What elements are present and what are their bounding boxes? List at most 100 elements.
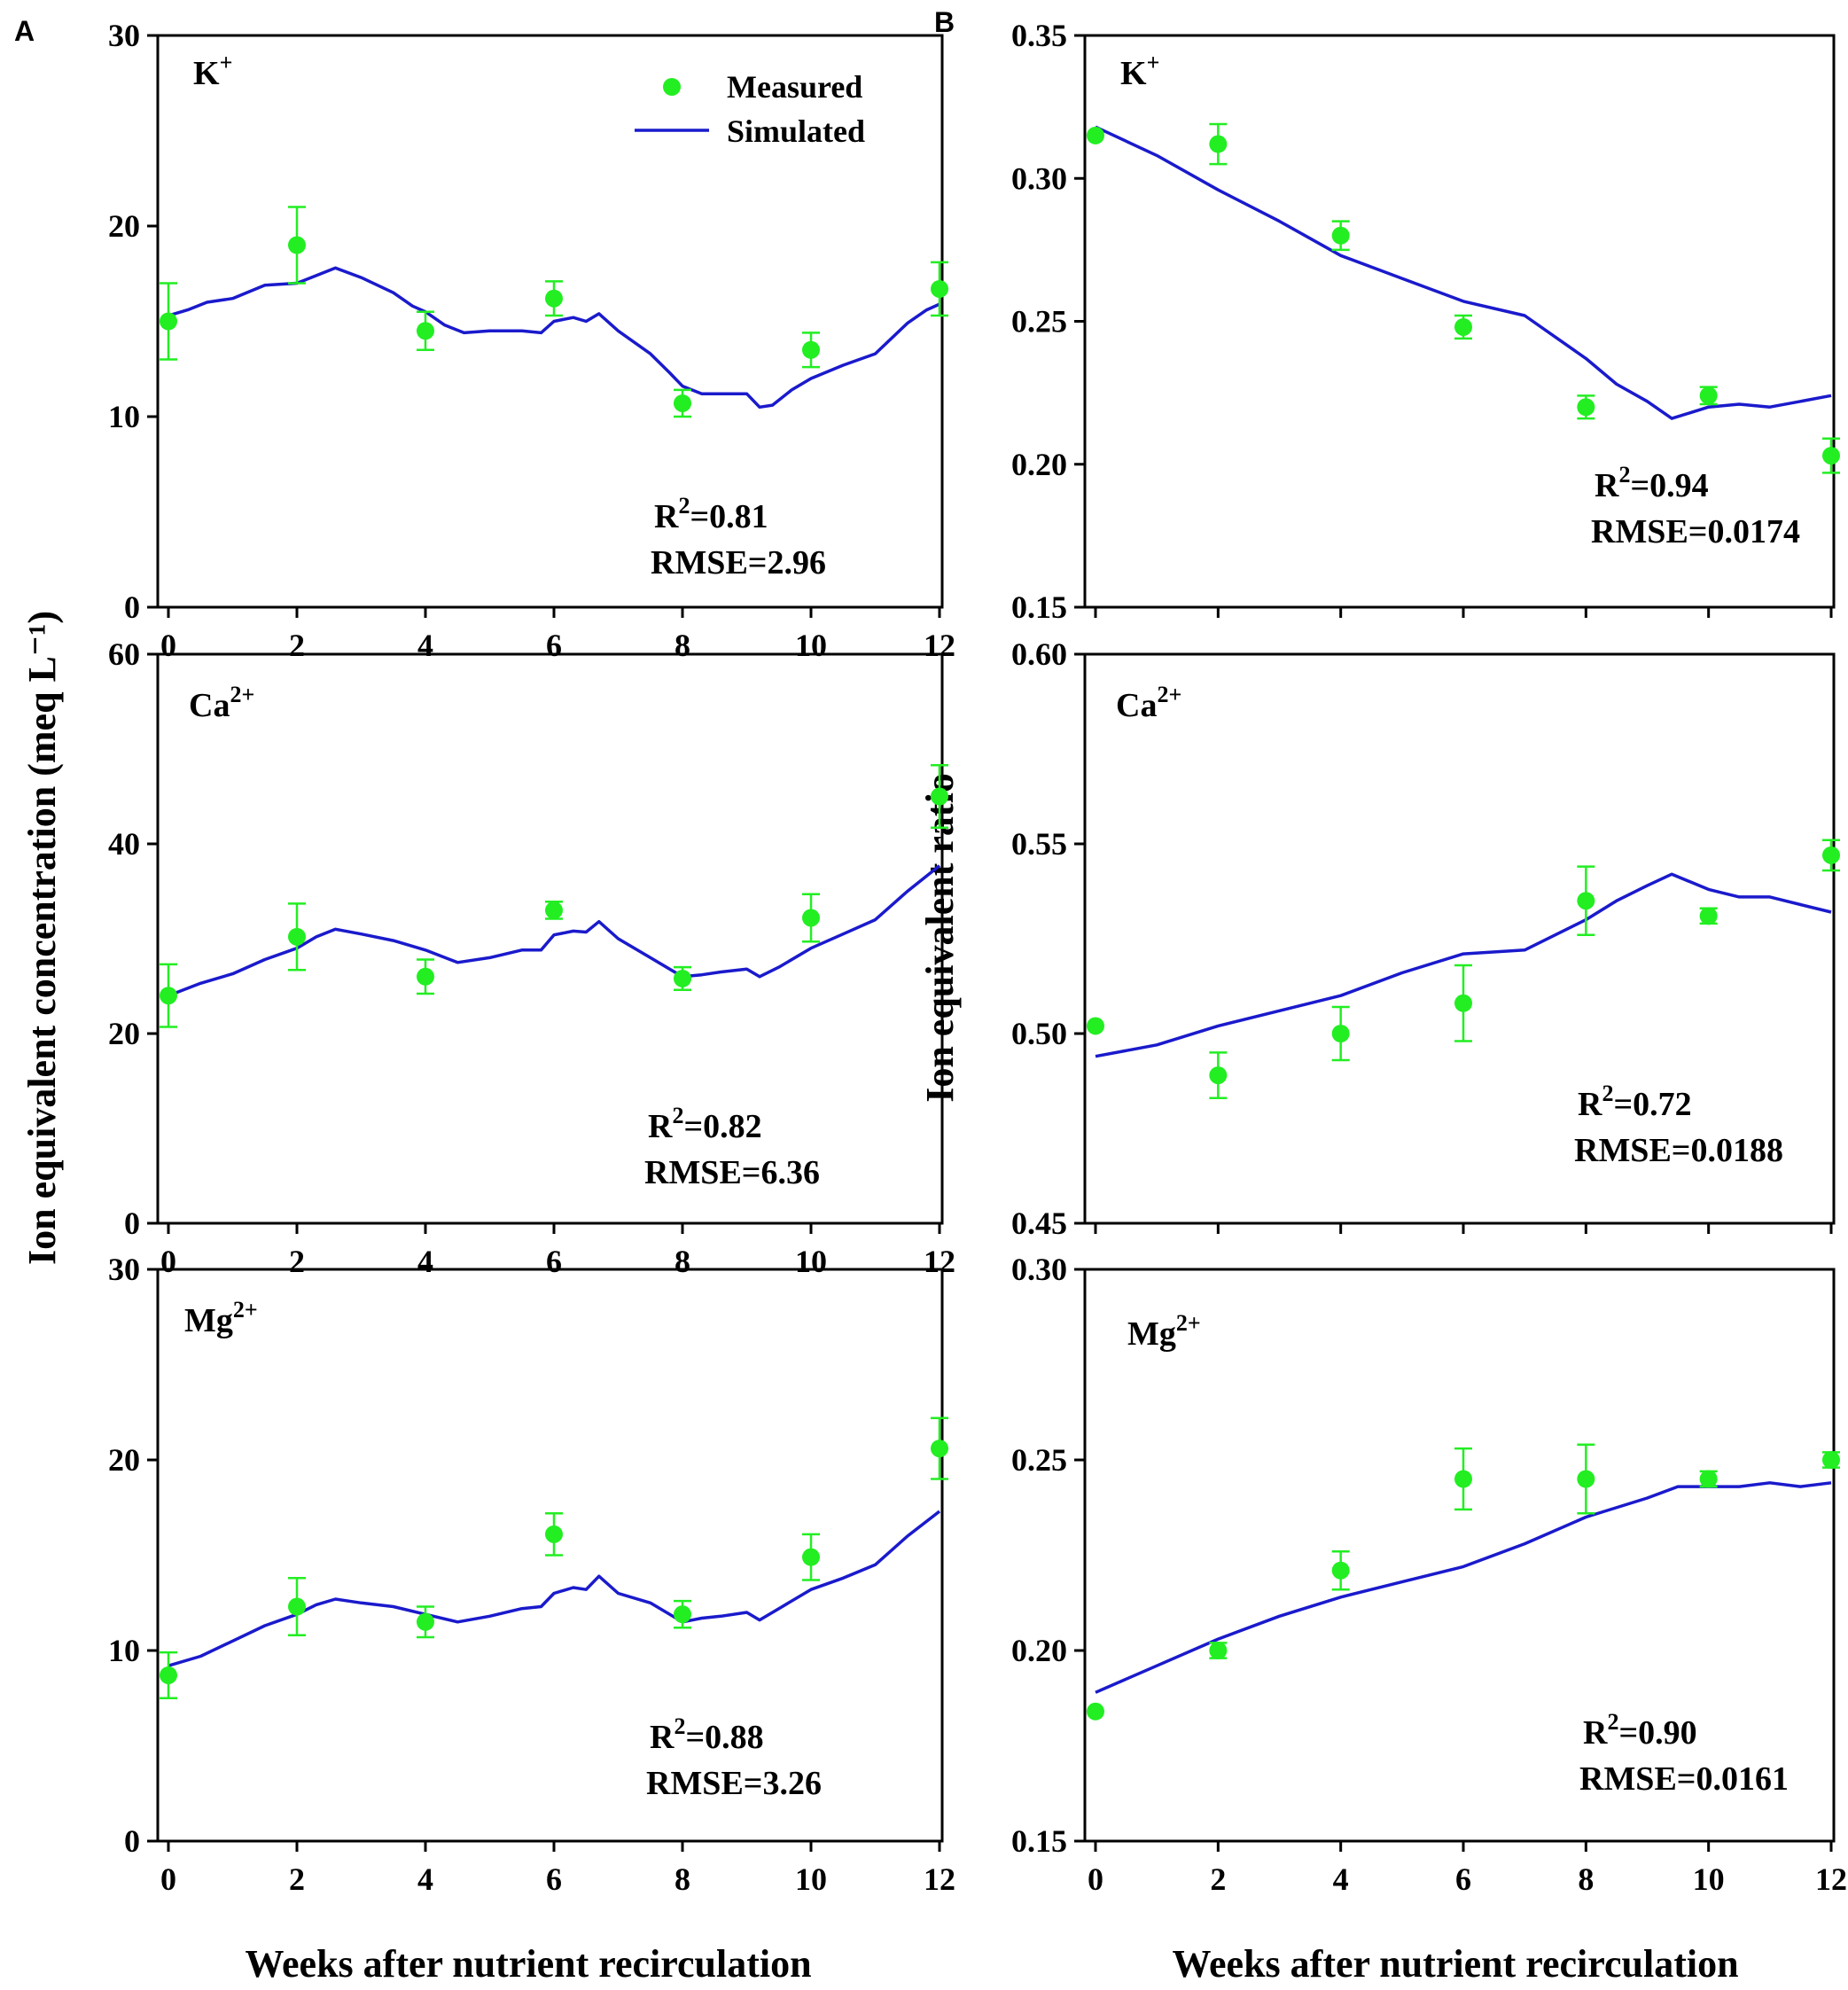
panel-letter-a: A [14, 15, 35, 47]
legend-measured-label: Measured [727, 69, 862, 105]
rmse-label: RMSE=0.0188 [1574, 1132, 1783, 1169]
r-squared-label: R2=0.90 [1583, 1709, 1697, 1752]
simulated-line [168, 864, 941, 997]
panel-b-mg: 0.15 0.20 0.25 0.30 0 2 4 6 8 10 12 Mg2+ R2=0.90 RMSE… [1011, 1252, 1847, 1897]
rmse-label: RMSE=6.36 [644, 1154, 820, 1191]
legend-measured-marker [663, 78, 681, 96]
ion-charge: + [220, 50, 233, 75]
r-squared-exponent: 2 [678, 493, 690, 519]
x-tick-label: 8 [674, 628, 690, 663]
r-squared-label: R2=0.82 [648, 1103, 762, 1145]
plot-frame [156, 34, 944, 609]
simulated-line [168, 266, 940, 410]
r-squared-value: =0.82 [683, 1108, 761, 1145]
measured-point [1822, 846, 1840, 864]
x-tick-label: 2 [289, 1244, 305, 1279]
x-tick-label: 10 [795, 1244, 827, 1279]
measured-point [1087, 126, 1104, 144]
panel-a-ca: 0 20 40 60 0 2 4 6 8 10 12 Ca2+ R2=0.82 RMSE=6.36 [108, 636, 955, 1279]
measured-point [545, 1525, 563, 1543]
x-tick-label: 4 [417, 1244, 433, 1279]
ion-label: Mg2+ [1127, 1310, 1201, 1353]
x-tick-label: 8 [1578, 1861, 1594, 1897]
panel-a-k: 0 10 20 30 0 2 4 6 8 10 12 K+ R2=0.81 RMSE=2.96 Measur… [108, 18, 955, 663]
x-tick-label: 2 [1210, 1861, 1226, 1897]
y-tick-label: 20 [108, 1442, 140, 1478]
x-tick-label: 4 [1333, 1861, 1349, 1897]
panel-b-k: 0.15 0.20 0.25 0.30 0.35 K+ R2=0.94 RMSE=0.0174 [1011, 18, 1840, 625]
y-tick-label: 0.15 [1011, 1823, 1067, 1859]
ion-label: K+ [1120, 50, 1159, 92]
measured-point [1331, 1025, 1350, 1042]
measured-point [1577, 892, 1595, 910]
measured-point [674, 969, 691, 987]
y-tick-label: 0.25 [1011, 304, 1067, 339]
y-tick-label: 30 [108, 18, 140, 53]
x-tick-label: 12 [924, 1861, 955, 1897]
ion-charge: + [1147, 50, 1160, 75]
y-tick-label: 0 [124, 1206, 140, 1241]
measured-point [802, 909, 820, 927]
x-tick-label: 2 [289, 1861, 305, 1897]
measured-point [1699, 907, 1718, 925]
r-squared-value: =0.81 [690, 498, 768, 535]
x-tick-label: 10 [795, 1861, 827, 1897]
x-tick-label: 12 [924, 1244, 955, 1279]
y-tick-label: 0.15 [1011, 589, 1067, 625]
simulated-line [168, 1510, 941, 1667]
measured-point [160, 987, 177, 1005]
r-squared-exponent: 2 [1602, 1081, 1613, 1106]
measured-point [1331, 1561, 1350, 1580]
plot-frame [1083, 652, 1836, 1225]
y-tick-label: 20 [108, 208, 140, 244]
panel-letter-b: B [934, 6, 955, 38]
r-squared-value: =0.94 [1630, 467, 1708, 504]
y-tick-label: 10 [108, 1633, 140, 1668]
x-tick-label: 0 [160, 628, 176, 663]
measured-point [160, 1666, 177, 1684]
x-tick-label: 0 [160, 1244, 176, 1279]
r-squared-label: R2=0.81 [654, 493, 768, 535]
ion-label: Ca2+ [1116, 682, 1181, 724]
x-tick-label: 10 [1693, 1861, 1725, 1897]
measured-point [545, 901, 563, 919]
y-tick-label: 0.30 [1011, 160, 1067, 196]
measured-point [417, 967, 434, 986]
measured-point [802, 340, 820, 359]
ion-label: K+ [193, 50, 232, 92]
r-squared-label: R2=0.72 [1578, 1081, 1692, 1123]
ion-charge: 2+ [233, 1297, 258, 1323]
measured-point [1209, 1642, 1228, 1659]
y-tick-label: 0.35 [1011, 18, 1067, 53]
legend-simulated-label: Simulated [727, 113, 865, 149]
rmse-label: RMSE=2.96 [651, 544, 826, 581]
panel-b-ca: 0.45 0.50 0.55 0.60 Ca2+ R2=0.72 RMSE=0.0188 [1011, 636, 1840, 1241]
panel-a-mg: 0 10 20 30 0 2 4 6 8 10 12 Mg2+ R2=0.88 RMSE=3.26 [108, 1252, 955, 1897]
ion-charge: 2+ [1157, 682, 1181, 707]
measured-point [1577, 1470, 1595, 1488]
rmse-label: RMSE=0.0174 [1591, 513, 1800, 550]
y-tick-label: 20 [108, 1016, 140, 1051]
plot-frame [156, 1268, 944, 1843]
x-tick-label: 12 [924, 628, 955, 663]
ion-charge: 2+ [1176, 1310, 1201, 1336]
y-tick-label: 60 [108, 636, 140, 672]
measured-point [545, 289, 563, 308]
x-tick-label: 2 [289, 628, 305, 663]
plot-frame [156, 652, 944, 1225]
rmse-label: RMSE=3.26 [646, 1765, 822, 1802]
measured-point [1822, 447, 1840, 465]
measured-point [931, 1440, 948, 1458]
y-tick-label: 40 [108, 826, 140, 862]
r-squared-label: R2=0.94 [1595, 462, 1709, 504]
simulated-line [1095, 125, 1832, 420]
measured-point [288, 927, 306, 946]
measured-point [288, 1597, 306, 1616]
x-tick-label: 6 [546, 628, 562, 663]
r-squared-label: R2=0.88 [650, 1713, 764, 1756]
measured-point [1454, 1470, 1472, 1488]
simulated-line [1095, 1481, 1832, 1694]
measured-point [802, 1548, 820, 1566]
measured-point [1087, 1017, 1104, 1035]
